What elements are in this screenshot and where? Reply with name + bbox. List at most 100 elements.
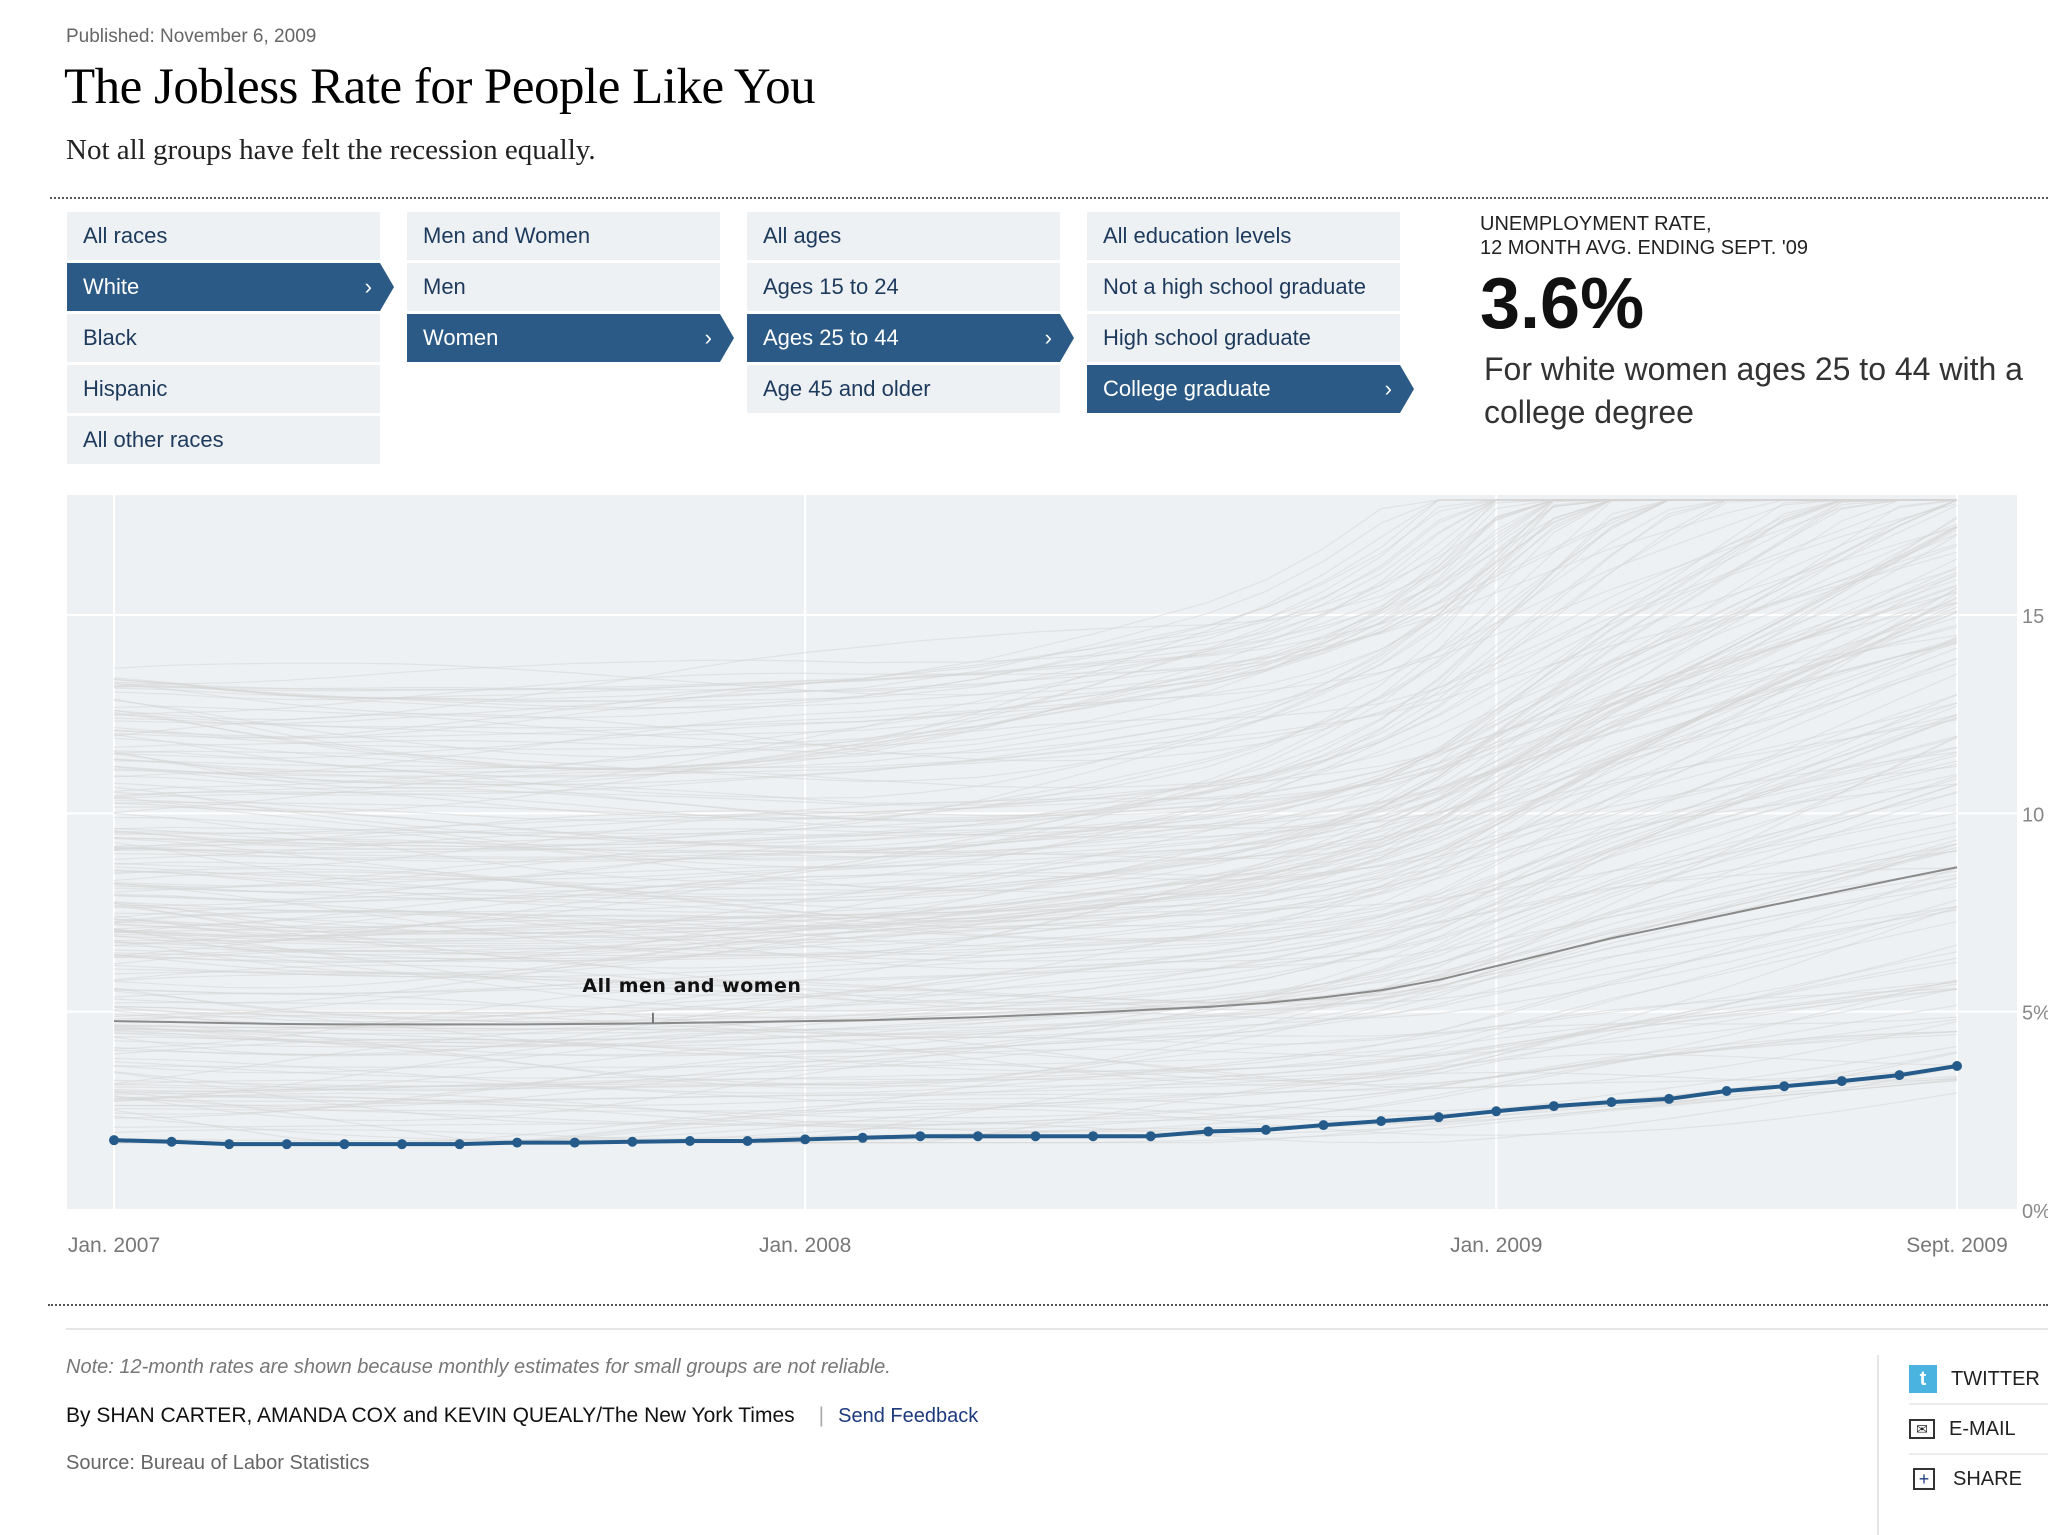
background-series-line	[113, 525, 1958, 945]
data-point	[1606, 1097, 1617, 1108]
background-series-line	[113, 591, 1958, 909]
filter-option-label: High school graduate	[1103, 325, 1311, 350]
background-series-line	[113, 713, 1958, 1023]
filter-option-education-high-school-graduate[interactable]: High school graduate	[1087, 314, 1400, 362]
background-series-line	[113, 714, 1958, 943]
filter-option-label: All education levels	[1103, 223, 1292, 248]
data-point	[915, 1131, 926, 1142]
data-point	[339, 1139, 350, 1150]
background-series-line	[113, 499, 1957, 813]
background-series-line	[113, 499, 1957, 869]
filter-option-race-hispanic[interactable]: Hispanic	[67, 365, 380, 413]
send-feedback-link[interactable]: Send Feedback	[838, 1405, 979, 1427]
background-series-line	[113, 637, 1958, 904]
data-point	[972, 1131, 983, 1142]
page-title: The Jobless Rate for People Like You	[64, 59, 816, 115]
share-twitter-button[interactable]: t TWITTER	[1909, 1355, 2048, 1405]
background-series-line	[113, 499, 1957, 738]
all-men-and-women-label: All men and women	[582, 975, 801, 997]
background-series-line	[113, 499, 1957, 893]
background-series-line	[113, 783, 1958, 1032]
filter-option-label: Black	[83, 325, 137, 350]
chevron-right-icon: ›	[1044, 325, 1052, 350]
filter-option-race-all-races[interactable]: All races	[67, 212, 380, 260]
data-point	[1088, 1131, 1099, 1142]
share-more-button[interactable]: + SHARE	[1909, 1455, 2048, 1503]
data-point	[166, 1136, 177, 1147]
filter-option-label: White	[83, 274, 140, 299]
background-series-line	[114, 602, 1958, 932]
y-tick-label: 0%	[2022, 1201, 2048, 1223]
data-point	[684, 1135, 695, 1146]
data-point	[1664, 1093, 1675, 1104]
background-series-line	[113, 499, 1957, 814]
background-series-line	[113, 783, 1958, 997]
background-series-line	[113, 783, 1958, 1035]
background-series-line	[113, 812, 1958, 1089]
background-series-line	[113, 921, 1958, 1091]
filter-option-education-college-graduate[interactable]: College graduate ›	[1087, 365, 1414, 413]
background-series-line	[113, 499, 1957, 881]
filter-option-race-all-other-races[interactable]: All other races	[67, 416, 380, 464]
y-tick-label: 10	[2022, 804, 2044, 826]
background-series-line	[113, 979, 1958, 1102]
data-point	[742, 1135, 753, 1146]
filter-option-age-ages-25-to-44[interactable]: Ages 25 to 44 ›	[747, 314, 1074, 362]
result-description: For white women ages 25 to 44 with a	[1484, 351, 2023, 387]
background-series-line	[113, 499, 1957, 687]
share-plus-icon: +	[1913, 1468, 1935, 1490]
filter-option-education-all-education-levels[interactable]: All education levels	[1087, 212, 1400, 260]
background-series-line	[113, 1021, 1958, 1115]
data-point	[396, 1139, 407, 1150]
filter-option-label: All races	[83, 223, 168, 248]
share-email-button[interactable]: ✉ E-MAIL	[1909, 1405, 2048, 1455]
filter-option-label: All other races	[83, 427, 224, 452]
filter-option-sex-men-and-women[interactable]: Men and Women	[407, 212, 720, 260]
data-point	[224, 1139, 235, 1150]
background-series-line	[113, 1018, 1958, 1107]
result-label-period: 12 MONTH AVG. ENDING SEPT. '09	[1480, 237, 1808, 259]
page-subtitle: Not all groups have felt the recession e…	[66, 134, 596, 166]
filter-option-race-white[interactable]: White ›	[67, 263, 394, 311]
data-point	[454, 1139, 465, 1150]
background-series-line	[113, 499, 1957, 914]
background-series-line	[113, 1031, 1958, 1130]
filter-option-education-not-a-high-school-graduate[interactable]: Not a high school graduate	[1087, 263, 1400, 311]
data-point	[627, 1136, 638, 1147]
footer-rule	[66, 1328, 2048, 1330]
filter-option-race-black[interactable]: Black	[67, 314, 380, 362]
data-point	[1376, 1116, 1387, 1127]
all-men-and-women-line	[113, 866, 1958, 1026]
background-series-line	[114, 639, 1958, 888]
background-series-line	[113, 499, 1957, 913]
data-point	[1548, 1101, 1559, 1112]
background-series-line	[113, 754, 1958, 962]
background-series-line	[113, 792, 1958, 982]
background-series-line	[113, 566, 1958, 935]
background-series-line	[113, 867, 1958, 1093]
background-series-line	[113, 636, 1958, 995]
share-tools: t TWITTER ✉ E-MAIL + SHARE	[1877, 1355, 2048, 1535]
background-series-line	[113, 765, 1958, 970]
background-series-line	[113, 499, 1957, 709]
data-point	[1203, 1126, 1214, 1137]
filter-option-age-all-ages[interactable]: All ages	[747, 212, 1060, 260]
background-series-line	[113, 909, 1958, 1072]
background-series-line	[113, 545, 1958, 957]
background-series-line	[113, 980, 1958, 1105]
background-series-line	[113, 643, 1958, 923]
filter-option-age-ages-15-to-24[interactable]: Ages 15 to 24	[747, 263, 1060, 311]
chevron-right-icon: ›	[364, 274, 372, 299]
filter-option-sex-men[interactable]: Men	[407, 263, 720, 311]
data-point	[1952, 1061, 1962, 1072]
filter-option-label: Hispanic	[83, 376, 168, 401]
chart-divider	[48, 1304, 2048, 1306]
filter-option-age-age-45-and-older[interactable]: Age 45 and older	[747, 365, 1060, 413]
filter-option-sex-women[interactable]: Women ›	[407, 314, 734, 362]
background-series-line	[113, 499, 1957, 769]
header-divider	[50, 197, 2048, 199]
background-series-line	[113, 843, 1958, 1044]
source-credit: Source: Bureau of Labor Statistics	[66, 1452, 370, 1474]
y-tick-label: 15	[2022, 606, 2044, 628]
y-tick-label: 5%	[2022, 1003, 2048, 1025]
